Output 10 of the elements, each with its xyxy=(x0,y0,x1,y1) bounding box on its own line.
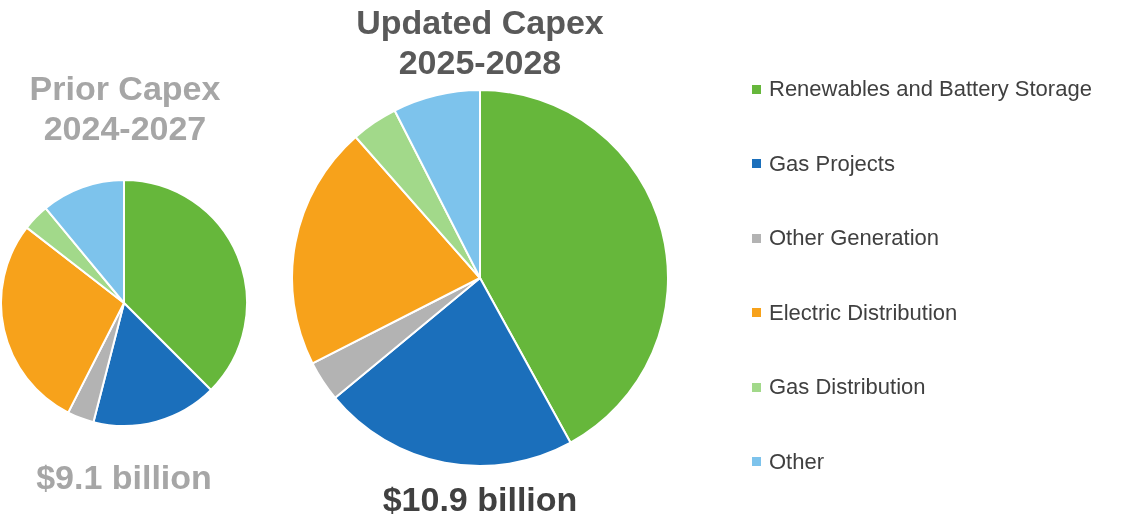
chart-title: Prior Capex 2024-2027 xyxy=(28,68,222,148)
text: $10.9 billion xyxy=(381,480,579,519)
legend-label: Gas Distribution xyxy=(769,374,926,401)
legend-label: Gas Projects xyxy=(769,150,895,177)
legend-label: Renewables and Battery Storage xyxy=(769,76,1092,103)
legend-label: Other xyxy=(769,448,825,475)
legend-label: Electric Distribution xyxy=(769,299,958,326)
legend-label: Other Generation xyxy=(769,225,939,252)
text: $9.1 billion xyxy=(35,458,213,497)
chart-title: Updated Capex 2025-2028 xyxy=(355,2,605,82)
